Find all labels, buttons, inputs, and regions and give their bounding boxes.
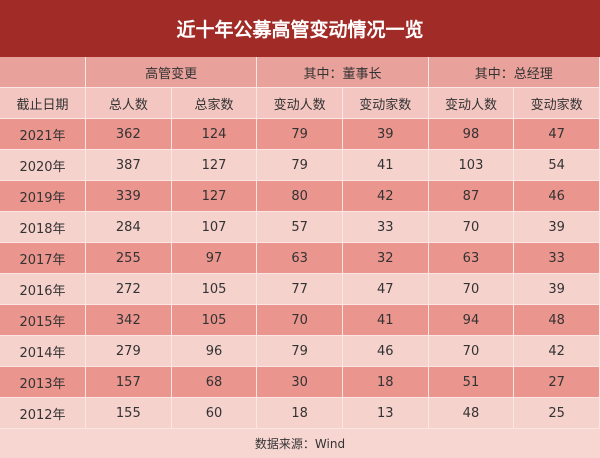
table-cell: 32 bbox=[342, 242, 429, 274]
table-row: 2020年 387 127 79 41 103 54 bbox=[0, 149, 600, 181]
table-cell: 2014年 bbox=[0, 335, 86, 367]
table-cell: 387 bbox=[85, 149, 172, 181]
table-cell: 47 bbox=[342, 273, 429, 305]
group-header: 高管变更 bbox=[85, 57, 258, 88]
table-cell: 39 bbox=[513, 211, 600, 243]
table-cell: 79 bbox=[256, 118, 343, 150]
table-cell: 63 bbox=[428, 242, 515, 274]
column-header: 截止日期 bbox=[0, 87, 86, 119]
table-cell: 2016年 bbox=[0, 273, 86, 305]
table-cell: 70 bbox=[428, 335, 515, 367]
table-cell: 96 bbox=[171, 335, 258, 367]
table-cell: 87 bbox=[428, 180, 515, 212]
group-header-empty bbox=[0, 57, 86, 88]
data-table: 高管变更 其中：董事长 其中：总经理 截止日期 总人数 总家数 变动人数 变动家数 变动人… bbox=[0, 57, 600, 429]
table-cell: 57 bbox=[256, 211, 343, 243]
table-row: 2017年 255 97 63 32 63 33 bbox=[0, 242, 600, 274]
table-cell: 362 bbox=[85, 118, 172, 150]
table-cell: 42 bbox=[342, 180, 429, 212]
table-cell: 51 bbox=[428, 366, 515, 398]
column-header-row: 截止日期 总人数 总家数 变动人数 变动家数 变动人数 变动家数 bbox=[0, 87, 600, 119]
table-row: 2018年 284 107 57 33 70 39 bbox=[0, 211, 600, 243]
table-cell: 107 bbox=[171, 211, 258, 243]
table-cell: 13 bbox=[342, 397, 429, 429]
table-cell: 157 bbox=[85, 366, 172, 398]
table-cell: 155 bbox=[85, 397, 172, 429]
table-cell: 25 bbox=[513, 397, 600, 429]
table-row: 2016年 272 105 77 47 70 39 bbox=[0, 273, 600, 305]
table-cell: 77 bbox=[256, 273, 343, 305]
table-row: 2019年 339 127 80 42 87 46 bbox=[0, 180, 600, 212]
table-cell: 41 bbox=[342, 149, 429, 181]
table-cell: 2018年 bbox=[0, 211, 86, 243]
column-header: 总家数 bbox=[171, 87, 258, 119]
column-header: 总人数 bbox=[85, 87, 172, 119]
table-cell: 33 bbox=[342, 211, 429, 243]
table-cell: 47 bbox=[513, 118, 600, 150]
table-cell: 70 bbox=[428, 211, 515, 243]
table-cell: 2015年 bbox=[0, 304, 86, 336]
table-cell: 41 bbox=[342, 304, 429, 336]
table-cell: 27 bbox=[513, 366, 600, 398]
group-header-row: 高管变更 其中：董事长 其中：总经理 bbox=[0, 57, 600, 88]
table-cell: 342 bbox=[85, 304, 172, 336]
table-cell: 279 bbox=[85, 335, 172, 367]
table-row: 2015年 342 105 70 41 94 48 bbox=[0, 304, 600, 336]
table-cell: 68 bbox=[171, 366, 258, 398]
table-cell: 46 bbox=[513, 180, 600, 212]
table-cell: 2017年 bbox=[0, 242, 86, 274]
table-cell: 42 bbox=[513, 335, 600, 367]
table-cell: 60 bbox=[171, 397, 258, 429]
table-cell: 30 bbox=[256, 366, 343, 398]
source-note: 数据来源：Wind bbox=[0, 429, 600, 458]
table-row: 2021年 362 124 79 39 98 47 bbox=[0, 118, 600, 150]
table-cell: 105 bbox=[171, 273, 258, 305]
column-header: 变动人数 bbox=[428, 87, 515, 119]
table-row: 2014年 279 96 79 46 70 42 bbox=[0, 335, 600, 367]
table-cell: 94 bbox=[428, 304, 515, 336]
table-cell: 284 bbox=[85, 211, 172, 243]
group-header: 其中：总经理 bbox=[428, 57, 600, 88]
table-cell: 18 bbox=[342, 366, 429, 398]
table-cell: 46 bbox=[342, 335, 429, 367]
table-cell: 255 bbox=[85, 242, 172, 274]
table-cell: 103 bbox=[428, 149, 515, 181]
table-cell: 39 bbox=[513, 273, 600, 305]
table-cell: 105 bbox=[171, 304, 258, 336]
group-header: 其中：董事长 bbox=[256, 57, 429, 88]
column-header: 变动人数 bbox=[256, 87, 343, 119]
table-cell: 2019年 bbox=[0, 180, 86, 212]
table-cell: 79 bbox=[256, 335, 343, 367]
table-cell: 70 bbox=[256, 304, 343, 336]
table-cell: 2020年 bbox=[0, 149, 86, 181]
table-cell: 339 bbox=[85, 180, 172, 212]
table-cell: 79 bbox=[256, 149, 343, 181]
table-cell: 97 bbox=[171, 242, 258, 274]
table-cell: 127 bbox=[171, 180, 258, 212]
table-cell: 39 bbox=[342, 118, 429, 150]
table-cell: 80 bbox=[256, 180, 343, 212]
table-cell: 70 bbox=[428, 273, 515, 305]
table-cell: 2012年 bbox=[0, 397, 86, 429]
table-cell: 272 bbox=[85, 273, 172, 305]
table-cell: 63 bbox=[256, 242, 343, 274]
table-cell: 124 bbox=[171, 118, 258, 150]
column-header: 变动家数 bbox=[342, 87, 429, 119]
table-cell: 98 bbox=[428, 118, 515, 150]
table-cell: 48 bbox=[513, 304, 600, 336]
table-title: 近十年公募高管变动情况一览 bbox=[0, 0, 600, 57]
table-cell: 33 bbox=[513, 242, 600, 274]
table-cell: 127 bbox=[171, 149, 258, 181]
table-row: 2013年 157 68 30 18 51 27 bbox=[0, 366, 600, 398]
table-cell: 2021年 bbox=[0, 118, 86, 150]
table-cell: 2013年 bbox=[0, 366, 86, 398]
table-cell: 48 bbox=[428, 397, 515, 429]
table-cell: 54 bbox=[513, 149, 600, 181]
column-header: 变动家数 bbox=[513, 87, 600, 119]
table-cell: 18 bbox=[256, 397, 343, 429]
table-row: 2012年 155 60 18 13 48 25 bbox=[0, 397, 600, 429]
